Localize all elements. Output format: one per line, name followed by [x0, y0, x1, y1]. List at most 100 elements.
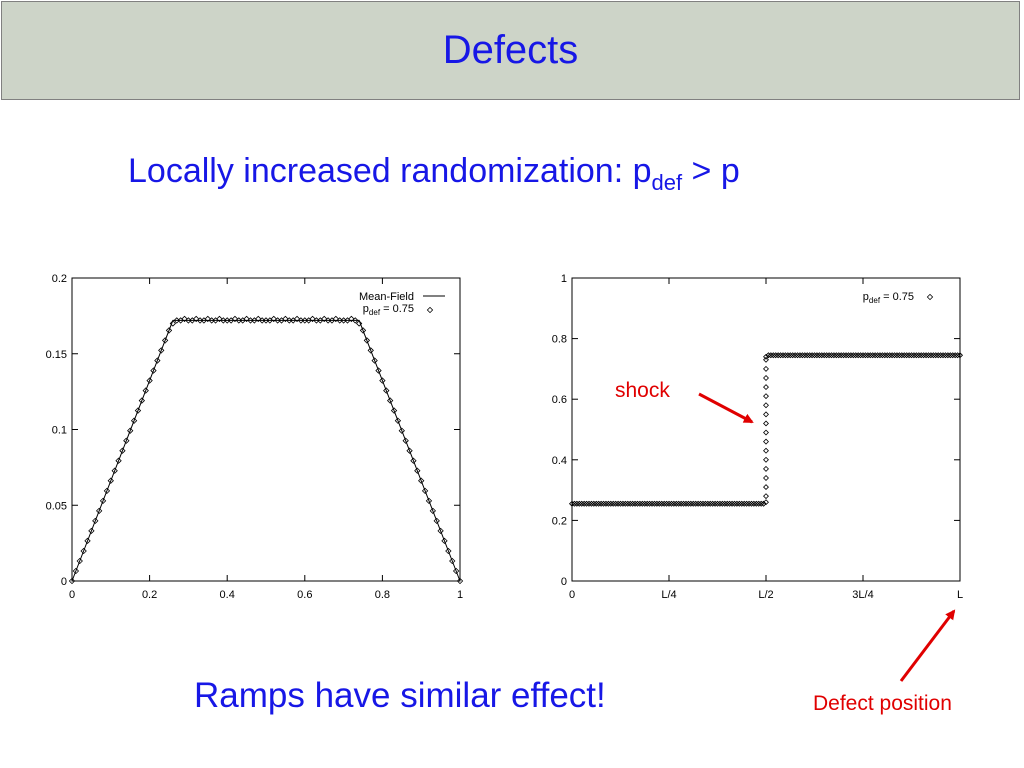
data-point — [731, 500, 738, 507]
data-point — [445, 547, 452, 555]
data-point — [867, 352, 874, 359]
data-point — [738, 500, 745, 507]
data-point — [729, 500, 736, 507]
data-point — [668, 500, 675, 507]
data-point — [721, 500, 728, 507]
data-point — [869, 352, 876, 359]
data-point — [847, 352, 854, 359]
data-point — [796, 352, 803, 359]
legend-label: pdef = 0.75 — [863, 291, 914, 305]
data-point — [763, 365, 769, 372]
data-point — [636, 500, 643, 507]
data-point — [648, 500, 656, 507]
data-point — [568, 500, 576, 507]
data-point — [651, 500, 658, 507]
data-point — [134, 407, 142, 414]
data-point — [838, 352, 845, 359]
data-point — [712, 500, 719, 507]
data-point — [598, 500, 605, 507]
data-point — [794, 352, 801, 359]
x-tick-label: 3L/4 — [852, 589, 873, 601]
data-point — [441, 537, 448, 545]
data-point — [406, 447, 413, 454]
data-point — [123, 437, 130, 444]
data-point — [161, 337, 169, 344]
data-point — [881, 352, 888, 359]
data-point — [763, 420, 769, 427]
data-point — [571, 500, 578, 507]
data-point — [765, 352, 772, 359]
data-point — [704, 500, 711, 507]
data-point — [709, 500, 716, 507]
data-point — [910, 352, 917, 359]
y-tick-label: 0.15 — [46, 349, 67, 361]
data-point — [270, 315, 277, 323]
data-point — [639, 500, 646, 507]
data-point — [852, 352, 859, 359]
data-point — [750, 500, 757, 507]
data-point — [782, 352, 789, 359]
data-point — [394, 417, 402, 424]
data-point — [760, 500, 767, 507]
x-tick-label: 0.6 — [297, 589, 312, 601]
data-point — [255, 315, 262, 323]
data-point — [359, 327, 367, 334]
data-point — [763, 393, 769, 400]
data-point — [379, 377, 386, 384]
data-point — [578, 500, 585, 507]
data-point — [906, 352, 913, 359]
y-tick-label: 0.1 — [52, 425, 67, 437]
data-point — [204, 315, 211, 323]
data-point — [181, 315, 188, 323]
data-point — [92, 517, 99, 525]
data-point — [763, 456, 769, 463]
data-point — [949, 352, 956, 359]
data-point — [103, 487, 111, 495]
data-point — [775, 352, 782, 359]
data-point — [680, 500, 687, 507]
data-point — [243, 315, 250, 323]
data-point — [716, 500, 723, 507]
data-point — [142, 387, 149, 394]
data-point — [952, 352, 959, 359]
data-point — [588, 500, 595, 507]
data-point — [702, 500, 709, 507]
data-point — [954, 352, 961, 359]
data-point — [641, 500, 648, 507]
data-point — [95, 507, 103, 515]
data-point — [947, 352, 954, 359]
data-point — [581, 500, 588, 507]
data-point — [799, 352, 806, 359]
subtitle-main: Locally increased randomization: p — [128, 152, 652, 190]
data-point — [371, 357, 378, 364]
data-point — [414, 467, 421, 474]
data-point — [763, 429, 769, 436]
data-point — [634, 500, 641, 507]
data-point — [154, 357, 161, 364]
data-point — [908, 352, 915, 359]
data-point — [699, 500, 706, 507]
shock-label: shock — [615, 379, 670, 402]
bottom-note: Ramps have similar effect! — [194, 676, 606, 715]
data-point — [593, 500, 600, 507]
data-point — [610, 500, 617, 507]
data-point — [375, 367, 382, 374]
data-point — [855, 352, 862, 359]
data-point — [605, 500, 612, 507]
data-point — [835, 352, 842, 359]
data-point — [937, 352, 944, 359]
data-point — [130, 417, 138, 424]
data-point — [935, 352, 942, 359]
data-point — [893, 352, 900, 359]
data-point — [826, 352, 833, 359]
data-point — [192, 315, 200, 323]
data-point — [583, 500, 590, 507]
data-point — [763, 447, 769, 454]
data-point — [823, 352, 830, 359]
data-point — [695, 500, 702, 507]
data-point — [658, 500, 665, 507]
data-point — [859, 352, 867, 359]
data-point — [138, 397, 146, 404]
